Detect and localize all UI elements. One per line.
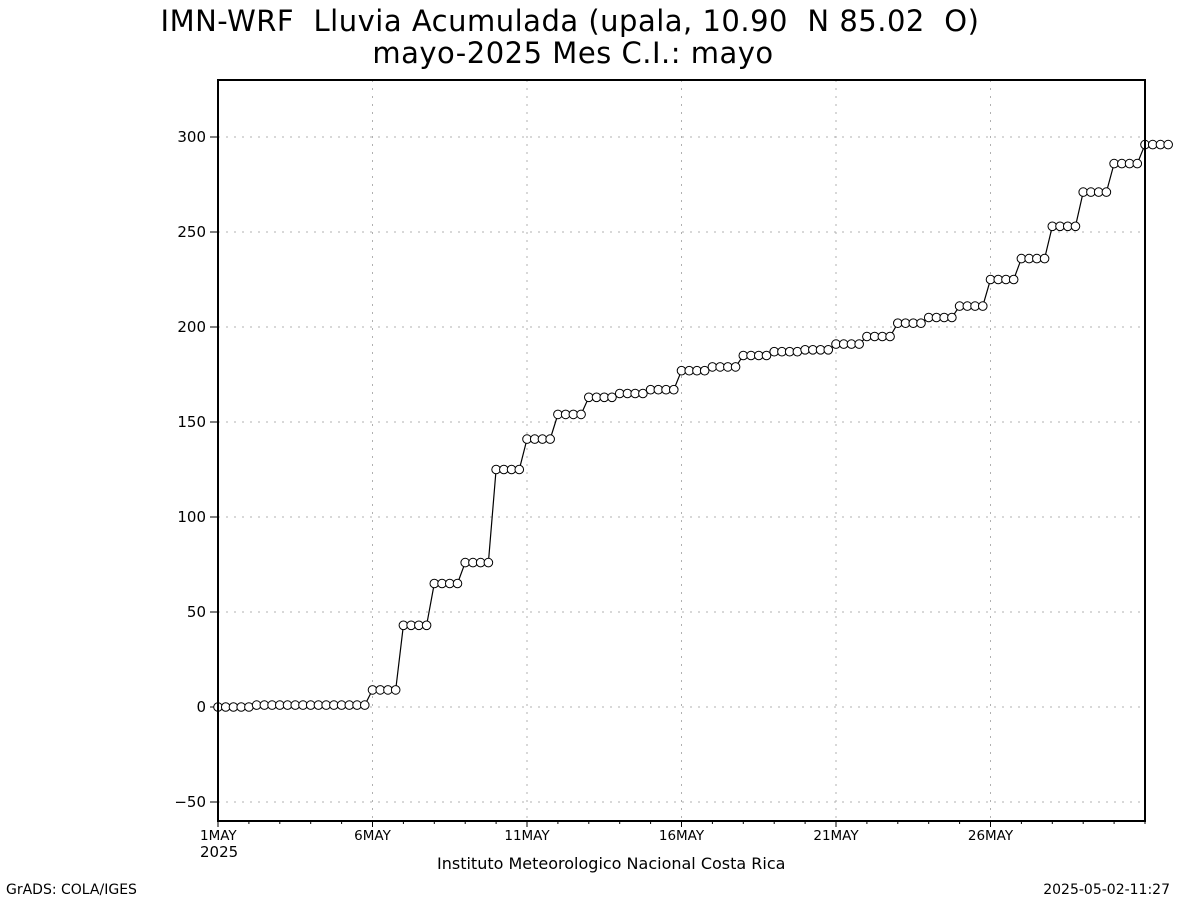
y-tick-label: 300 xyxy=(177,128,206,146)
data-point xyxy=(421,620,432,631)
y-tick-label: −50 xyxy=(174,793,206,811)
x-tick-label: 26MAY xyxy=(968,828,1014,844)
data-point xyxy=(699,365,710,376)
x-tick-sublabel: 2025 xyxy=(200,843,238,861)
y-tick-label: 200 xyxy=(177,318,206,336)
data-point xyxy=(483,557,494,568)
data-point xyxy=(514,464,525,475)
data-point xyxy=(977,301,988,311)
y-tick-label: 100 xyxy=(177,508,206,526)
data-point xyxy=(761,350,772,361)
data-point xyxy=(823,345,834,355)
data-point xyxy=(1132,158,1143,169)
data-point xyxy=(730,362,741,372)
y-tick-label: 250 xyxy=(177,223,206,241)
chart-subtitle: mayo-2025 Mes C.I.: mayo xyxy=(372,36,774,70)
x-tick-label: 21MAY xyxy=(813,828,859,844)
chart-title: IMN-WRF Lluvia Acumulada (upala, 10.90 N… xyxy=(160,4,980,38)
data-point xyxy=(668,384,679,395)
data-point xyxy=(359,700,370,710)
data-point xyxy=(576,409,586,420)
data-point xyxy=(452,578,463,589)
data-point xyxy=(390,685,401,695)
plot-frame xyxy=(217,79,1146,822)
series-line xyxy=(218,144,1169,708)
data-point xyxy=(545,434,555,444)
y-tick-label: 50 xyxy=(187,603,206,621)
marker-layer xyxy=(213,139,1173,712)
timestamp: 2025-05-02-11:27 xyxy=(1043,882,1170,898)
data-point xyxy=(1101,187,1112,197)
series-line-layer xyxy=(218,144,1169,708)
data-point xyxy=(916,318,926,329)
data-point xyxy=(792,346,803,357)
x-tick-label: 16MAY xyxy=(659,828,705,844)
y-tick-label: 0 xyxy=(196,698,206,716)
data-point xyxy=(607,392,617,403)
x-tick-label: 11MAY xyxy=(504,828,550,844)
x-tick-label: 6MAY xyxy=(354,828,391,844)
data-point xyxy=(1008,274,1019,285)
data-point xyxy=(1163,139,1173,150)
data-point xyxy=(947,312,957,323)
x-tick-label: 1MAY xyxy=(200,828,237,844)
data-point xyxy=(1070,221,1081,232)
data-point xyxy=(244,702,254,712)
footer-institution: Instituto Meteorologico Nacional Costa R… xyxy=(437,854,786,873)
grads-credit: GrADS: COLA/IGES xyxy=(6,882,137,898)
data-point xyxy=(638,388,648,399)
data-point xyxy=(854,339,864,349)
data-point xyxy=(885,331,895,342)
y-tick-label: 150 xyxy=(177,413,206,431)
data-point xyxy=(1039,253,1050,264)
